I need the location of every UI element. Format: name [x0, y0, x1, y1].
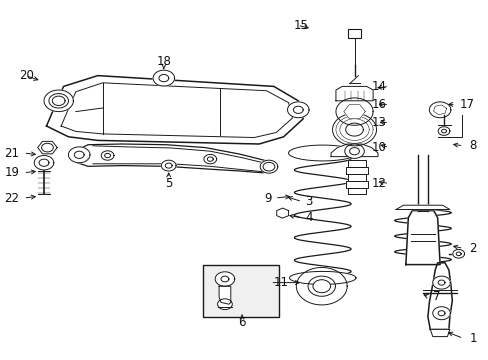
- Text: 16: 16: [370, 98, 386, 111]
- Polygon shape: [215, 272, 234, 286]
- Polygon shape: [219, 286, 230, 304]
- Text: 5: 5: [164, 177, 172, 190]
- Polygon shape: [68, 147, 90, 163]
- Text: 2: 2: [468, 242, 476, 255]
- Polygon shape: [432, 105, 446, 115]
- Polygon shape: [276, 208, 288, 218]
- Polygon shape: [427, 263, 451, 329]
- Text: 11: 11: [273, 276, 288, 289]
- Polygon shape: [432, 276, 449, 289]
- Text: 3: 3: [305, 195, 312, 208]
- Text: 10: 10: [371, 141, 386, 154]
- Polygon shape: [335, 86, 372, 101]
- Polygon shape: [161, 160, 176, 171]
- Text: 18: 18: [156, 55, 171, 68]
- Polygon shape: [46, 76, 303, 144]
- Polygon shape: [332, 113, 376, 146]
- Text: 22: 22: [4, 192, 20, 204]
- Circle shape: [349, 148, 359, 155]
- Circle shape: [41, 143, 53, 152]
- Polygon shape: [347, 160, 365, 167]
- Polygon shape: [432, 307, 449, 320]
- Polygon shape: [335, 98, 372, 125]
- Text: 1: 1: [468, 332, 476, 345]
- Polygon shape: [203, 154, 216, 164]
- Text: 4: 4: [305, 211, 312, 224]
- FancyBboxPatch shape: [347, 29, 360, 38]
- Text: 17: 17: [459, 98, 474, 111]
- Polygon shape: [44, 90, 73, 112]
- Polygon shape: [288, 145, 356, 161]
- Text: 19: 19: [4, 166, 20, 179]
- Circle shape: [217, 299, 232, 310]
- Polygon shape: [153, 70, 174, 86]
- Polygon shape: [289, 271, 355, 284]
- Text: 13: 13: [371, 116, 386, 129]
- Polygon shape: [395, 205, 449, 210]
- Polygon shape: [417, 155, 427, 211]
- Polygon shape: [429, 329, 449, 337]
- Text: 12: 12: [370, 177, 386, 190]
- Text: 8: 8: [468, 139, 476, 152]
- Text: 6: 6: [238, 316, 245, 329]
- Circle shape: [263, 162, 274, 171]
- Polygon shape: [76, 144, 272, 173]
- Polygon shape: [156, 73, 171, 83]
- Polygon shape: [346, 181, 367, 188]
- Text: 15: 15: [293, 19, 307, 32]
- Circle shape: [344, 144, 364, 158]
- Polygon shape: [260, 160, 277, 173]
- Polygon shape: [38, 141, 57, 154]
- Text: 21: 21: [4, 147, 20, 159]
- FancyBboxPatch shape: [203, 265, 278, 317]
- Polygon shape: [428, 102, 450, 118]
- Polygon shape: [437, 127, 449, 135]
- Polygon shape: [330, 144, 377, 157]
- Text: 7: 7: [432, 291, 439, 303]
- Polygon shape: [347, 174, 365, 181]
- Polygon shape: [287, 102, 308, 118]
- Polygon shape: [101, 151, 114, 160]
- Circle shape: [312, 280, 330, 293]
- Text: 9: 9: [264, 192, 271, 204]
- Polygon shape: [347, 188, 365, 194]
- Text: 20: 20: [20, 69, 34, 82]
- Polygon shape: [343, 105, 365, 118]
- Polygon shape: [34, 156, 54, 170]
- Polygon shape: [405, 211, 439, 265]
- Polygon shape: [296, 267, 346, 305]
- Polygon shape: [346, 167, 367, 174]
- Polygon shape: [452, 249, 464, 258]
- Text: 14: 14: [370, 80, 386, 93]
